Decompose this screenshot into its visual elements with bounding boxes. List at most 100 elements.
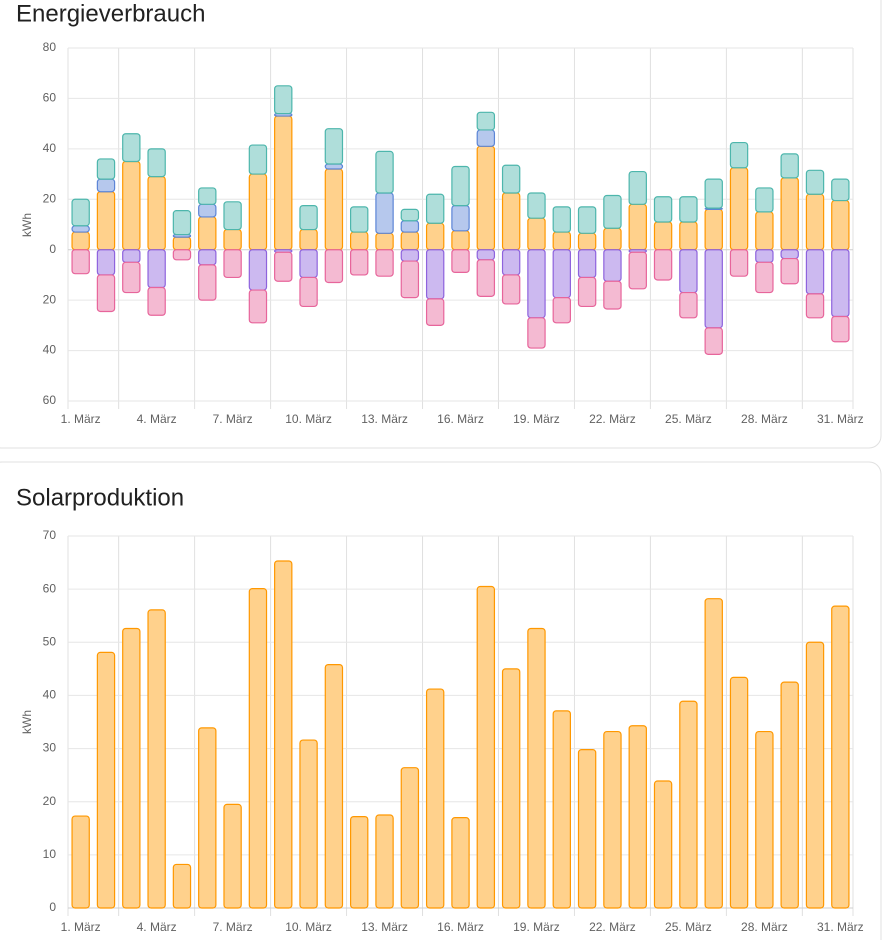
x-tick-label: 13. März	[361, 920, 408, 934]
bar-segment	[577, 249, 597, 279]
bar-segment	[147, 148, 166, 178]
bar-segment	[274, 251, 293, 282]
bar-segment	[96, 249, 116, 276]
x-tick-label: 7. März	[213, 412, 253, 426]
bar-segment	[527, 627, 546, 909]
bar-segment	[831, 249, 850, 318]
bar-segment	[198, 727, 217, 909]
bar-segment	[147, 249, 166, 289]
bar-segment	[628, 725, 647, 909]
x-tick-label: 19. März	[513, 920, 560, 934]
bar-segment	[679, 221, 698, 251]
bar-segment	[400, 260, 420, 299]
y-tick-label: 40	[43, 141, 57, 155]
bar-segment	[653, 249, 673, 281]
chart-title: Solarproduktion	[16, 484, 184, 511]
bar-segment	[71, 198, 90, 227]
bar-segment	[831, 178, 850, 202]
bar-segment	[831, 199, 850, 251]
bar-segment	[805, 193, 825, 251]
bar-segment	[274, 85, 293, 115]
bar-segment	[805, 641, 825, 909]
bar-segment	[198, 203, 217, 218]
bar-segment	[96, 191, 116, 251]
bar-segment	[299, 204, 318, 231]
bar-segment	[451, 230, 470, 251]
bar-segment	[729, 167, 749, 251]
bar-segment	[71, 815, 90, 909]
bar-segment	[425, 688, 445, 909]
bar-segment	[122, 627, 141, 909]
bar-segment	[451, 817, 470, 909]
bar-segment	[679, 249, 698, 294]
y-tick-label: 40	[43, 688, 57, 702]
bar-segment	[299, 228, 318, 251]
y-tick-label: 50	[43, 634, 57, 648]
bar-segment	[451, 249, 470, 274]
bar-segment	[755, 187, 774, 213]
x-tick-label: 19. März	[513, 412, 560, 426]
y-tick-label: 0	[49, 242, 56, 256]
x-tick-label: 31. März	[817, 412, 864, 426]
bar-segment	[324, 128, 344, 165]
bar-segment	[425, 222, 445, 251]
x-tick-label: 1. März	[61, 920, 101, 934]
bar-segment	[755, 249, 774, 263]
y-tick-label: 0	[49, 900, 56, 914]
y-tick-label: 10	[43, 847, 57, 861]
bar-segment	[375, 249, 394, 277]
bar-segment	[350, 815, 369, 909]
bar-segment	[603, 730, 622, 909]
bar-segment	[552, 206, 572, 233]
bar-segment	[729, 141, 749, 169]
bar-segment	[831, 605, 850, 909]
bar-segment	[223, 228, 242, 251]
bar-segment	[552, 231, 572, 251]
y-tick-label: 60	[43, 581, 57, 595]
bar-segment	[375, 192, 394, 234]
bar-segment	[375, 232, 394, 251]
bar-segment	[704, 178, 723, 209]
bar-segment	[577, 276, 597, 308]
bar-segment	[552, 249, 572, 299]
bar-segment	[476, 111, 496, 131]
bar-segment	[248, 588, 268, 909]
bar-segment	[451, 165, 470, 207]
y-tick-label: 20	[43, 794, 57, 808]
bar-segment	[425, 249, 445, 300]
bar-segment	[729, 249, 749, 277]
bar-segment	[577, 232, 597, 251]
bar-segment	[780, 257, 799, 285]
bar-segment	[223, 201, 242, 231]
bar-segment	[501, 249, 521, 276]
bar-segment	[527, 192, 546, 219]
bar-segment	[324, 664, 344, 909]
x-tick-label: 16. März	[437, 920, 484, 934]
bar-segment	[425, 298, 445, 326]
y-tick-label: 40	[43, 343, 57, 357]
bar-segment	[577, 749, 597, 909]
bar-segment	[147, 609, 166, 909]
bar-segment	[96, 178, 116, 193]
bar-segment	[552, 710, 572, 909]
x-tick-label: 10. März	[285, 920, 332, 934]
bar-segment	[755, 261, 774, 294]
bar-segment	[96, 158, 116, 180]
y-tick-label: 30	[43, 741, 57, 755]
y-tick-label: 80	[43, 40, 57, 54]
bar-segment	[831, 315, 850, 343]
bar-segment	[198, 249, 217, 266]
bar-segment	[501, 164, 521, 194]
bar-segment	[476, 259, 496, 297]
bar-segment	[679, 196, 698, 223]
bar-segment	[248, 173, 268, 251]
bar-segment	[704, 327, 723, 355]
y-axis-label: kWh	[20, 213, 34, 237]
bar-segment	[603, 249, 622, 282]
y-tick-label: 70	[43, 528, 57, 542]
y-axis-label: kWh	[20, 710, 34, 734]
x-tick-label: 13. März	[361, 412, 408, 426]
bar-segment	[476, 145, 496, 251]
bar-segment	[628, 203, 647, 251]
